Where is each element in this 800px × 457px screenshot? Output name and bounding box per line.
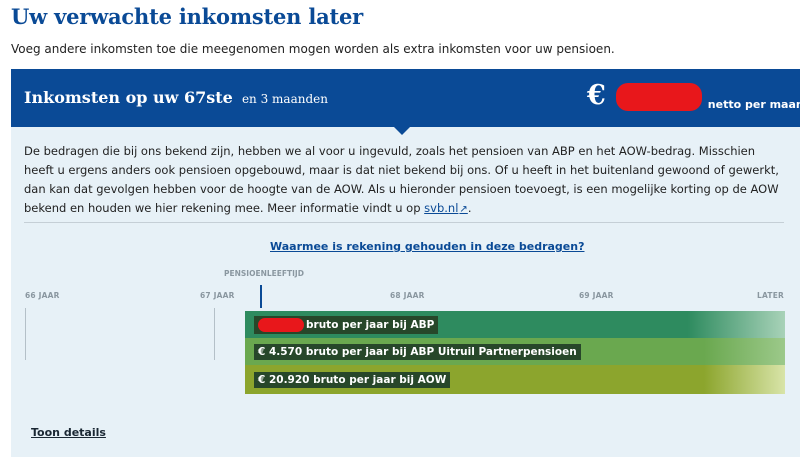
currency-symbol: € — [587, 80, 606, 111]
income-bar-text: bruto per jaar bij ABP Uitruil Partnerpe… — [305, 345, 577, 358]
axis-label-68: 68 JAAR — [390, 291, 425, 300]
page-title: Uw verwachte inkomsten later — [11, 4, 364, 29]
header-subtitle: en 3 maanden — [241, 92, 328, 106]
panel-header: Inkomsten op uw 67ste en 3 maanden € net… — [11, 69, 800, 135]
divider — [24, 222, 784, 223]
description-end: . — [467, 201, 472, 215]
page-intro: Voeg andere inkomsten toe die meegenomen… — [11, 42, 615, 56]
income-bar-label: € 4.570 bruto per jaar bij ABP Uitruil P… — [254, 343, 581, 360]
redacted-amount — [258, 317, 304, 332]
panel-description: De bedragen die bij ons bekend zijn, heb… — [24, 142, 784, 219]
external-link-icon: ↗ — [459, 204, 468, 215]
income-bar-amount: € 20.920 — [258, 373, 310, 386]
header-pointer — [394, 127, 410, 135]
income-bar-aow[interactable]: € 20.920 bruto per jaar bij AOW — [245, 365, 785, 394]
svb-link[interactable]: svb.nl↗ — [424, 201, 468, 215]
income-bar-abp-partner[interactable]: € 4.570 bruto per jaar bij ABP Uitruil P… — [245, 338, 785, 365]
income-bar-abp[interactable]: bruto per jaar bij ABP — [245, 311, 785, 338]
income-bar-label: € 20.920 bruto per jaar bij AOW — [254, 371, 451, 388]
axis-label-later: LATER — [757, 291, 785, 300]
net-amount: € netto per maand — [587, 81, 800, 111]
income-bar-text: bruto per jaar bij ABP — [306, 318, 435, 331]
pension-age-marker — [260, 285, 262, 308]
amount-unit: netto per maand — [707, 98, 800, 111]
income-panel: Inkomsten op uw 67ste en 3 maanden € net… — [11, 69, 800, 457]
svb-link-label: svb.nl — [424, 201, 459, 215]
axis-label-69: 69 JAAR — [579, 291, 614, 300]
income-bar-amount: € 4.570 — [258, 345, 303, 358]
show-details-link[interactable]: Toon details — [31, 426, 106, 439]
explain-amounts-link[interactable]: Waarmee is rekening gehouden in deze bed… — [270, 240, 585, 253]
axis-label-67: 67 JAAR — [200, 291, 235, 300]
income-bar-text: bruto per jaar bij AOW — [313, 373, 447, 386]
income-bar-label: bruto per jaar bij ABP — [254, 315, 439, 334]
gridline-67 — [214, 308, 215, 360]
panel-header-title: Inkomsten op uw 67ste en 3 maanden — [24, 88, 328, 107]
gridline-66 — [25, 308, 26, 360]
axis-label-66: 66 JAAR — [25, 291, 60, 300]
header-title: Inkomsten op uw 67ste — [24, 88, 233, 107]
description-text: De bedragen die bij ons bekend zijn, heb… — [24, 144, 779, 215]
pension-age-label: PENSIOENLEEFTIJD — [224, 269, 304, 278]
income-timeline: PENSIOENLEEFTIJD 66 JAAR 67 JAAR 68 JAAR… — [11, 259, 800, 409]
redacted-amount — [615, 83, 702, 111]
